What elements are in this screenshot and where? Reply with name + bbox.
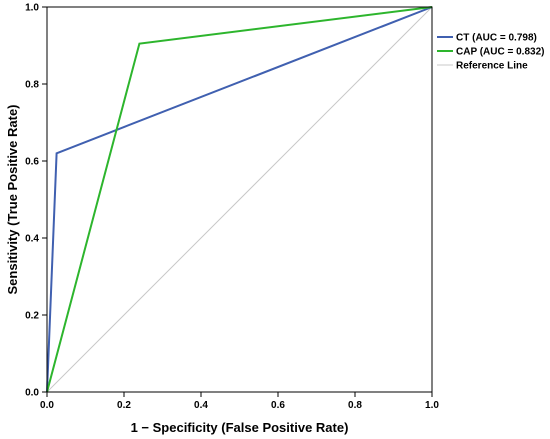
series-line-0 [46,6,433,393]
legend-label-1: CAP (AUC = 0.832) [456,47,544,58]
legend-label-0: CT (AUC = 0.798) [456,33,537,44]
y-tick-label: 1.0 [25,3,39,14]
legend: CT (AUC = 0.798) CAP (AUC = 0.832) Referen… [437,33,544,72]
x-tick-label: 0.2 [117,400,131,411]
y-tick-label: 0.6 [25,157,39,168]
x-tick-label: 0.8 [348,400,362,411]
y-tick-label: 0.0 [25,388,39,399]
plot-frame [46,6,433,393]
legend-label-2: Reference Line [456,61,528,72]
y-tick-label: 0.4 [25,234,39,245]
y-tick-label: 0.2 [25,311,39,322]
y-axis-title: Sensitivity (True Positive Rate) [5,104,20,294]
y-tick-label: 0.8 [25,80,39,91]
series-line-1 [46,6,433,393]
series-group [46,6,433,393]
axes: 0.0 0.2 0.4 0.6 0.8 1.0 0.0 0.2 0.4 0.6 0.8 1.0 [25,3,439,412]
x-tick-label: 1.0 [425,400,439,411]
x-tick-label: 0.0 [40,400,54,411]
x-tick-label: 0.6 [271,400,285,411]
x-axis-title: 1 − Specificity (False Positive Rate) [131,420,349,435]
series-line-2 [46,6,433,393]
x-tick-label: 0.4 [194,400,208,411]
